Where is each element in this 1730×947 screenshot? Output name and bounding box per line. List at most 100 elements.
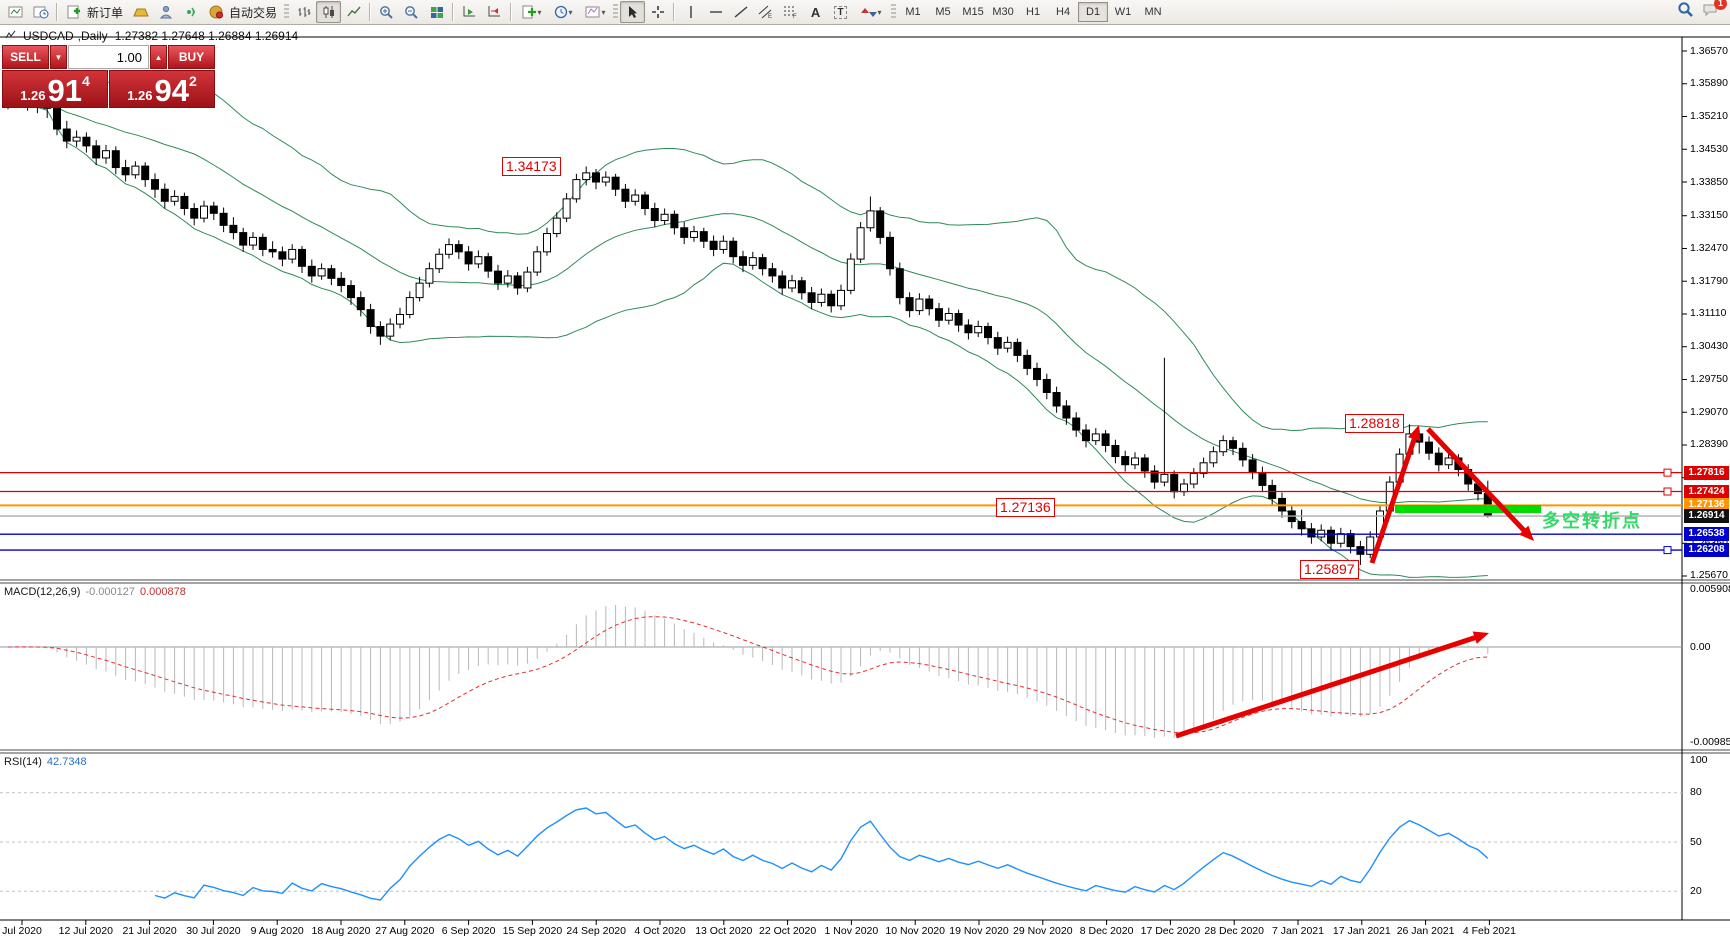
toolbar-grip bbox=[613, 4, 619, 20]
chart-title-text: USDCAD-,Daily bbox=[23, 29, 108, 43]
sell-price-big: 91 bbox=[47, 73, 82, 108]
notification-icon[interactable]: 1 bbox=[1702, 0, 1727, 23]
date-axis-label: 10 Nov 2020 bbox=[885, 925, 945, 937]
new-order-label[interactable]: 新订单 bbox=[87, 5, 124, 20]
sell-price-tile[interactable]: 1.26 91 4 bbox=[2, 70, 108, 108]
date-axis-label: 13 Oct 2020 bbox=[695, 925, 753, 937]
date-axis-label: 4 Oct 2020 bbox=[634, 925, 686, 937]
price-annotation[interactable]: 1.34173 bbox=[502, 157, 561, 176]
volume-down-button[interactable]: ▼ bbox=[50, 45, 67, 69]
chart-ohlc: 1.27382 1.27648 1.26884 1.26914 bbox=[114, 29, 299, 43]
date-axis-label: 30 Jul 2020 bbox=[186, 925, 241, 937]
toolbar: 新订单 自动交易 ▾ ▾ ▾ E F A T ▾ M1 M5 M15 M30 H1 H4 D bbox=[0, 0, 1730, 25]
toolbar-separator bbox=[369, 3, 372, 21]
turning-point-note[interactable]: 多空转折点 bbox=[1542, 511, 1642, 531]
price-annotation[interactable]: 1.28818 bbox=[1345, 414, 1404, 433]
price-annotation[interactable]: 1.25897 bbox=[1300, 560, 1359, 579]
volume-up-button[interactable]: ▲ bbox=[150, 45, 167, 69]
zoom-in-icon[interactable] bbox=[374, 1, 399, 23]
rsi-scale-label: 100 bbox=[1690, 753, 1708, 766]
tile-windows-icon[interactable] bbox=[424, 1, 449, 23]
green-support-bar[interactable] bbox=[1395, 505, 1541, 513]
templates-icon[interactable]: ▾ bbox=[579, 1, 611, 23]
rsi-indicator bbox=[0, 792, 1682, 901]
periods-icon[interactable]: ▾ bbox=[547, 1, 579, 23]
vertical-line-icon[interactable] bbox=[678, 1, 703, 23]
expert-advisors-icon[interactable] bbox=[153, 1, 178, 23]
timeframe-button-M5[interactable]: M5 bbox=[935, 6, 951, 18]
date-axis-label: 6 Sep 2020 bbox=[441, 925, 496, 937]
line-chart-icon[interactable] bbox=[341, 1, 366, 23]
autotrading-label[interactable]: 自动交易 bbox=[229, 5, 278, 20]
sell-button[interactable]: SELL bbox=[2, 45, 49, 69]
buy-price-tile[interactable]: 1.26 94 2 bbox=[109, 70, 215, 108]
trade-prices-row: 1.26 91 4 1.26 94 2 bbox=[2, 70, 215, 108]
date-axis-label: 22 Oct 2020 bbox=[758, 925, 817, 937]
fibonacci-icon[interactable]: F bbox=[778, 1, 803, 23]
timeframe-button-D1[interactable]: D1 bbox=[1078, 2, 1109, 22]
price-axis-label: 1.36570 bbox=[1690, 44, 1728, 57]
label-icon[interactable]: T bbox=[828, 1, 853, 23]
bar-chart-icon[interactable] bbox=[291, 1, 316, 23]
price-tag: 1.27816 bbox=[1684, 465, 1729, 480]
zoom-out-icon[interactable] bbox=[399, 1, 424, 23]
timeframe-button-H4[interactable]: H4 bbox=[1056, 6, 1071, 18]
volume-input[interactable] bbox=[68, 45, 149, 69]
cursor-icon[interactable] bbox=[620, 1, 646, 23]
toolbar-separator bbox=[510, 3, 513, 21]
date-axis-label: 28 Dec 2020 bbox=[1204, 925, 1264, 937]
candlestick-chart-icon[interactable] bbox=[316, 1, 342, 23]
price-axis-label: 1.35890 bbox=[1690, 77, 1728, 90]
price-axis-label: 1.35210 bbox=[1690, 110, 1728, 122]
trendline-icon[interactable] bbox=[728, 1, 753, 23]
charts-icon[interactable] bbox=[3, 1, 28, 23]
buy-button[interactable]: BUY bbox=[168, 45, 215, 69]
macd-scale-label: 0.00 bbox=[1690, 640, 1711, 653]
rsi-scale-label: 80 bbox=[1690, 786, 1702, 799]
buy-price-prefix: 1.26 bbox=[127, 88, 153, 103]
date-axis-label: 24 Sep 2020 bbox=[566, 925, 626, 937]
search-icon[interactable] bbox=[1677, 1, 1694, 23]
crosshair-icon[interactable] bbox=[645, 1, 670, 23]
timeframe-button-M1[interactable]: M1 bbox=[905, 6, 921, 18]
shapes-icon[interactable]: ▾ bbox=[853, 1, 889, 23]
autotrading-icon[interactable] bbox=[203, 1, 228, 23]
price-axis-label: 1.33850 bbox=[1690, 175, 1728, 188]
new-order-icon[interactable] bbox=[61, 1, 86, 23]
toolbar-grip bbox=[284, 4, 290, 20]
profiles-icon[interactable] bbox=[28, 1, 53, 23]
timeframe-button-H1[interactable]: H1 bbox=[1026, 6, 1041, 18]
timeframe-button-M30[interactable]: M30 bbox=[992, 6, 1014, 18]
horizontal-line-icon[interactable] bbox=[703, 1, 728, 23]
timeframe-button-MN[interactable]: MN bbox=[1144, 6, 1162, 18]
date-axis-label: 29 Nov 2020 bbox=[1013, 925, 1073, 937]
timeframe-button-M15[interactable]: M15 bbox=[962, 6, 984, 18]
price-annotation[interactable]: 1.27136 bbox=[996, 498, 1055, 517]
macd-signal-value: 0.000878 bbox=[139, 586, 186, 598]
one-click-trading-panel: SELL ▼ ▲ BUY 1.26 91 4 1.26 94 2 bbox=[2, 45, 215, 108]
price-axis-label: 1.31790 bbox=[1690, 274, 1728, 287]
channel-icon[interactable]: E bbox=[753, 1, 778, 23]
gold-icon[interactable] bbox=[128, 1, 153, 23]
sell-price-pips: 4 bbox=[82, 73, 90, 89]
price-axis-label: 1.29070 bbox=[1690, 405, 1728, 418]
notification-badge: 1 bbox=[1714, 0, 1727, 10]
price-axis-label: 1.33150 bbox=[1690, 209, 1728, 222]
price-tag: 1.27136 bbox=[1684, 498, 1729, 513]
price-axis-label: 1.34530 bbox=[1690, 142, 1728, 155]
indicators-icon[interactable]: ▾ bbox=[515, 1, 547, 23]
auto-scroll-icon[interactable] bbox=[457, 1, 482, 23]
trend-arrows[interactable] bbox=[1175, 425, 1534, 739]
date-axis-label: 18 Aug 2020 bbox=[311, 925, 371, 937]
svg-text:E: E bbox=[768, 14, 772, 19]
signals-icon[interactable] bbox=[178, 1, 203, 23]
price-axis-label: 1.25670 bbox=[1690, 569, 1728, 582]
text-icon[interactable]: A bbox=[810, 4, 821, 20]
sell-price-prefix: 1.26 bbox=[20, 88, 46, 103]
timeframe-button-W1[interactable]: W1 bbox=[1114, 6, 1132, 18]
chart-shift-icon[interactable] bbox=[482, 1, 507, 23]
date-axis bbox=[21, 920, 1490, 925]
